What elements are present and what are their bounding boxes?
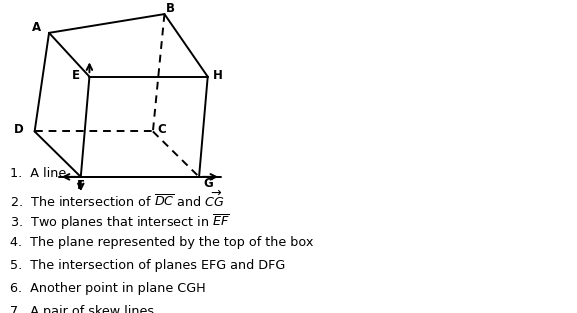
Text: H: H	[213, 69, 223, 82]
Text: 7.  A pair of skew lines: 7. A pair of skew lines	[10, 305, 155, 313]
Text: 1.  A line: 1. A line	[10, 167, 66, 181]
Text: C: C	[158, 123, 167, 136]
Text: F: F	[77, 179, 85, 192]
Text: 3.  Two planes that intersect in $\overline{EF}$: 3. Two planes that intersect in $\overli…	[10, 213, 230, 232]
Text: 5.  The intersection of planes EFG and DFG: 5. The intersection of planes EFG and DF…	[10, 259, 286, 272]
Text: G: G	[204, 177, 213, 190]
Text: D: D	[14, 123, 23, 136]
Text: 6.  Another point in plane CGH: 6. Another point in plane CGH	[10, 282, 206, 295]
Text: 2.  The intersection of $\overline{DC}$ and $\overrightarrow{CG}$: 2. The intersection of $\overline{DC}$ a…	[10, 190, 226, 210]
Text: B: B	[166, 2, 175, 15]
Text: E: E	[72, 69, 80, 82]
Text: A: A	[32, 21, 41, 34]
Text: 4.  The plane represented by the top of the box: 4. The plane represented by the top of t…	[10, 236, 314, 249]
